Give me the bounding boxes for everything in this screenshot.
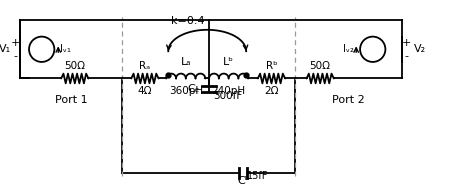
Text: 50Ω: 50Ω [310,61,331,71]
Text: Port 2: Port 2 [332,95,365,105]
Text: Iᵥ₂: Iᵥ₂ [343,44,354,54]
Text: 15fF: 15fF [247,171,268,181]
Text: -: - [405,51,409,61]
Text: V₂: V₂ [414,44,426,54]
Text: +: + [11,38,20,48]
Text: 2Ω: 2Ω [264,86,279,96]
Text: V₁: V₁ [0,44,10,54]
Text: k=0.4: k=0.4 [171,16,205,26]
Text: Lₐ: Lₐ [181,57,191,67]
Text: Cₑ: Cₑ [187,84,200,94]
Text: 50Ω: 50Ω [64,61,85,71]
Text: 300fF: 300fF [213,91,242,101]
Text: 360pH: 360pH [169,86,203,96]
Text: Port 1: Port 1 [55,95,87,105]
Text: 4Ω: 4Ω [137,86,152,96]
Text: Lᵇ: Lᵇ [223,57,234,67]
Text: Rₐ: Rₐ [139,61,150,71]
Text: Iᵥ₁: Iᵥ₁ [60,44,71,54]
Text: Rᵇ: Rᵇ [265,61,277,71]
Text: -: - [13,51,18,61]
Text: +: + [402,38,411,48]
Text: 240pH: 240pH [211,86,246,96]
Text: Cᵇ: Cᵇ [237,176,249,186]
